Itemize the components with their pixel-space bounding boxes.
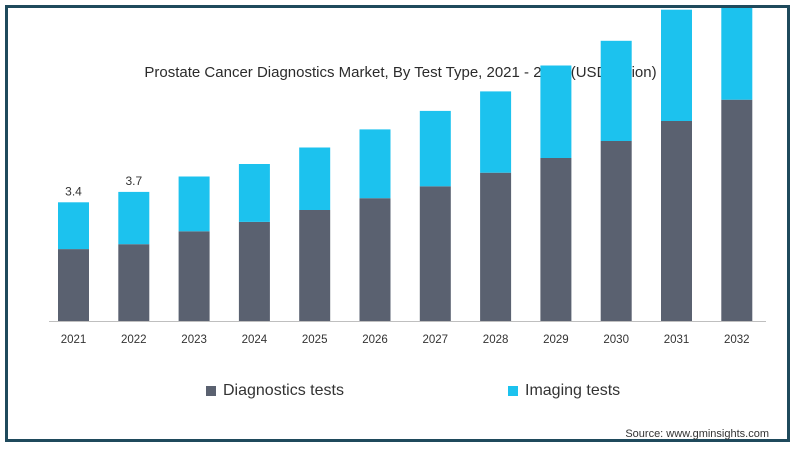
bar-imaging-2028 [480, 91, 512, 173]
bar-diagnostics-2030 [600, 140, 632, 321]
chart-legend: Diagnostics tests Imaging tests [8, 382, 793, 406]
bar-imaging-2030 [600, 40, 632, 141]
bar-imaging-2031 [661, 9, 692, 122]
data-label-2022: 3.7 [125, 174, 142, 188]
x-tick-2024: 2024 [242, 334, 268, 346]
bar-diagnostics-2029 [540, 158, 572, 321]
bar-imaging-2027 [419, 110, 451, 187]
bar-diagnostics-2023 [178, 231, 210, 321]
x-tick-2031: 2031 [664, 334, 690, 346]
bar-imaging-2021 [58, 202, 89, 250]
bar-diagnostics-2031 [661, 121, 692, 321]
x-tick-2032: 2032 [724, 334, 750, 346]
source-note: Source: www.gminsights.com [625, 428, 769, 440]
bar-diagnostics-2027 [419, 186, 451, 321]
x-tick-2028: 2028 [483, 334, 509, 346]
x-tick-2026: 2026 [362, 334, 388, 346]
bar-imaging-2022 [118, 191, 150, 245]
bar-diagnostics-2022 [118, 244, 150, 321]
chart-title: Prostate Cancer Diagnostics Market, By T… [144, 64, 657, 81]
x-tick-2027: 2027 [423, 334, 449, 346]
bar-diagnostics-2021 [58, 249, 89, 321]
x-tick-2022: 2022 [121, 334, 147, 346]
bar-imaging-2026 [359, 129, 391, 199]
legend-swatch-imaging [508, 386, 518, 396]
chart-plot: 3.4 2021 3.7 2022 2023 2024 2025 2026 2027 2028 20… [49, 8, 766, 346]
legend-label-diagnostics: Diagnostics tests [223, 382, 344, 399]
legend-swatch-diagnostics [206, 386, 216, 396]
x-tick-2030: 2030 [603, 334, 629, 346]
bar-diagnostics-2032 [721, 99, 753, 321]
bar-imaging-2029 [540, 65, 572, 158]
bar-diagnostics-2025 [299, 210, 331, 321]
x-tick-2023: 2023 [181, 334, 207, 346]
bar-imaging-2023 [178, 176, 210, 232]
legend-item-imaging: Imaging tests [508, 382, 620, 400]
legend-label-imaging: Imaging tests [525, 382, 621, 399]
data-label-2021: 3.4 [65, 184, 82, 198]
bar-imaging-2032 [721, 8, 753, 100]
bar-imaging-2024 [238, 164, 270, 222]
chart-frame: Prostate Cancer Diagnostics Market, By T… [5, 5, 790, 442]
bar-diagnostics-2026 [359, 198, 391, 321]
x-tick-2029: 2029 [543, 334, 569, 346]
x-tick-2025: 2025 [302, 334, 328, 346]
bar-imaging-2025 [299, 147, 331, 210]
bar-diagnostics-2028 [480, 172, 512, 321]
legend-item-diagnostics: Diagnostics tests [206, 382, 344, 400]
x-tick-2021: 2021 [61, 334, 87, 346]
bar-diagnostics-2024 [238, 221, 270, 321]
